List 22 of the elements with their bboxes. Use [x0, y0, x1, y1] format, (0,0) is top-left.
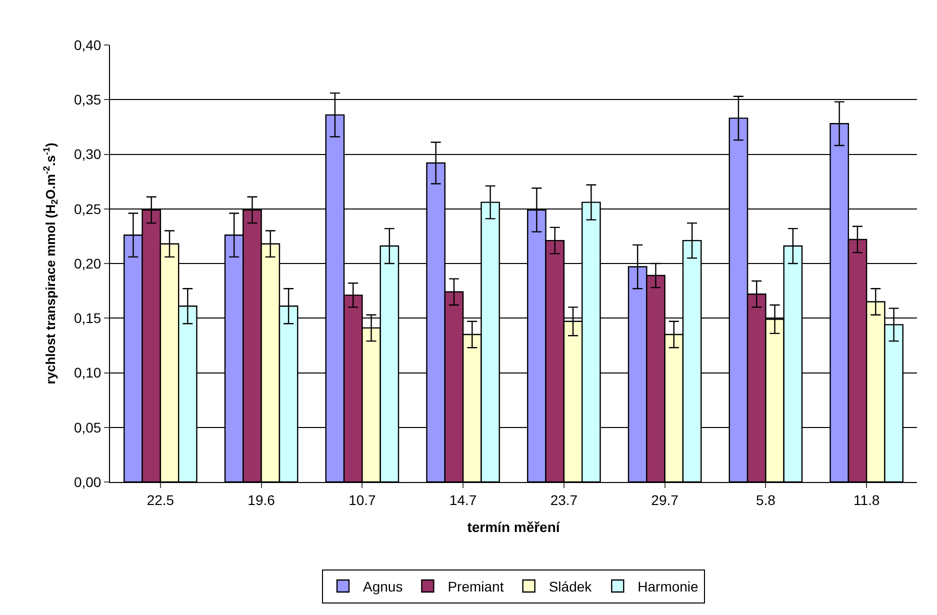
- legend-label: Harmonie: [638, 578, 699, 594]
- y-tick-label: 0,05: [74, 419, 102, 436]
- legend-label: Agnus: [363, 578, 403, 594]
- x-tick-label: 5.8: [756, 492, 776, 508]
- x-tick-label: 10.7: [348, 492, 376, 508]
- x-tick-label: 19.6: [248, 492, 276, 508]
- y-tick-label: 0,00: [74, 474, 102, 490]
- x-tick-label: 11.8: [853, 492, 880, 508]
- x-axis-title: termín měření: [467, 519, 561, 536]
- x-tick-label: 22.5: [146, 492, 174, 508]
- y-tick-label: 0,20: [74, 255, 102, 272]
- y-tick-label: 0,25: [74, 200, 102, 217]
- legend-label: Premiant: [448, 578, 504, 594]
- y-tick-label: 0,30: [74, 146, 102, 162]
- x-tick-label: 14.7: [449, 492, 477, 508]
- y-tick-label: 0,15: [74, 310, 102, 326]
- legend-label: Sládek: [548, 578, 593, 594]
- x-tick-label: 29.7: [651, 492, 679, 508]
- x-tick-label: 23.7: [550, 492, 578, 508]
- y-tick-label: 0,10: [74, 364, 102, 381]
- y-tick-label: 0,40: [74, 36, 102, 53]
- y-tick-label: 0,35: [74, 92, 102, 108]
